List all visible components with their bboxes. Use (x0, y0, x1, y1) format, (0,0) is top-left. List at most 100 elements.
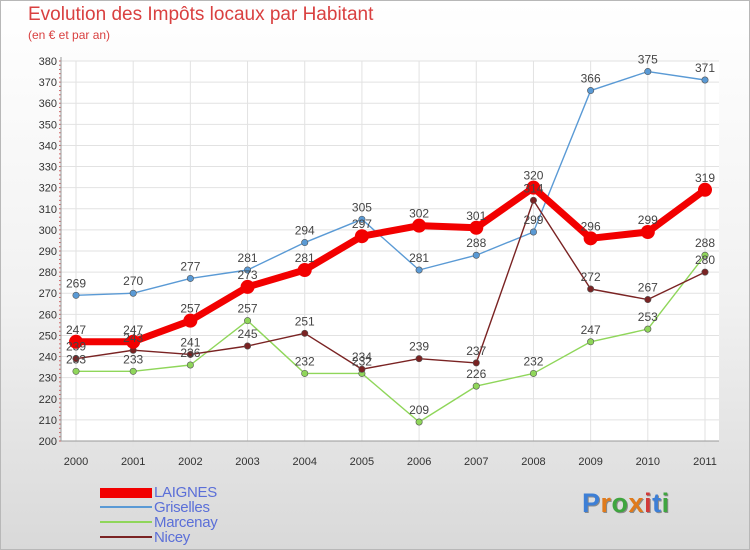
data-label-marcenay: 232 (295, 354, 315, 368)
data-label-laignes: 297 (352, 217, 372, 231)
y-tick-label: 220 (39, 394, 57, 406)
y-tick-label: 330 (39, 162, 57, 174)
point-griselles (701, 76, 709, 84)
data-label-griselles: 277 (180, 259, 200, 273)
y-tick-label: 380 (39, 56, 57, 68)
data-label-nicey: 239 (66, 340, 86, 354)
data-label-marcenay: 247 (581, 323, 601, 337)
point-nicey (644, 296, 652, 304)
data-label-laignes: 302 (409, 207, 429, 221)
data-label-laignes: 257 (180, 302, 200, 316)
point-nicey (472, 359, 480, 367)
y-tick-label: 260 (39, 309, 57, 321)
data-label-marcenay: 209 (409, 403, 429, 417)
point-griselles (529, 228, 537, 236)
data-label-nicey: 241 (180, 335, 200, 349)
point-marcenay (472, 382, 480, 390)
x-tick-label: 2004 (292, 456, 316, 468)
point-laignes (583, 231, 598, 246)
y-tick-label: 240 (39, 352, 57, 364)
point-marcenay (644, 325, 652, 333)
point-marcenay (415, 418, 423, 426)
data-label-griselles: 299 (523, 213, 543, 227)
data-label-nicey: 243 (123, 331, 143, 345)
point-marcenay (701, 251, 709, 259)
data-label-nicey: 314 (523, 181, 543, 195)
proxiti-logo: Proxiti (582, 488, 670, 519)
point-marcenay (587, 338, 595, 346)
point-marcenay (529, 369, 537, 377)
legend-label-griselles: Griselles (154, 499, 210, 516)
logo-letter: i (644, 488, 653, 518)
data-label-laignes: 247 (66, 323, 86, 337)
series-line-griselles (75, 70, 706, 297)
series-line-marcenay (75, 254, 706, 423)
data-label-laignes: 247 (123, 323, 143, 337)
data-label-griselles: 281 (238, 251, 258, 265)
logo-letter: x (628, 488, 645, 518)
data-label-griselles: 366 (581, 72, 601, 86)
point-griselles (587, 87, 595, 95)
point-nicey (244, 342, 252, 350)
data-label-laignes: 299 (638, 213, 658, 227)
point-laignes (354, 229, 369, 244)
data-label-nicey: 237 (466, 344, 486, 358)
point-laignes (126, 334, 141, 349)
point-nicey (701, 268, 709, 276)
point-laignes (297, 263, 312, 277)
point-griselles (72, 291, 80, 299)
y-tick-label: 300 (39, 225, 57, 237)
point-marcenay (244, 317, 252, 325)
chart-subtitle: (en € et par an) (28, 28, 111, 42)
data-label-marcenay: 233 (66, 352, 86, 366)
data-label-marcenay: 236 (180, 346, 200, 360)
data-label-laignes: 281 (295, 251, 315, 265)
point-nicey (415, 355, 423, 363)
y-tick-label: 340 (39, 140, 57, 152)
x-tick-label: 2002 (178, 456, 202, 468)
data-label-griselles: 269 (66, 276, 86, 290)
legend-swatch-marcenay (100, 521, 152, 523)
data-label-nicey: 234 (352, 350, 372, 364)
point-griselles (244, 266, 252, 274)
point-laignes (69, 334, 83, 349)
series-line-nicey (75, 199, 706, 370)
point-laignes (469, 220, 484, 235)
data-label-nicey: 251 (295, 314, 315, 328)
data-label-griselles: 281 (409, 251, 429, 265)
point-laignes (698, 182, 712, 197)
point-laignes (412, 218, 427, 233)
data-label-marcenay: 257 (238, 302, 258, 316)
point-griselles (644, 68, 652, 76)
y-tick-label: 230 (39, 373, 57, 385)
point-laignes (526, 180, 541, 195)
data-label-marcenay: 232 (523, 354, 543, 368)
data-label-laignes: 301 (466, 209, 486, 223)
data-label-laignes: 319 (695, 171, 715, 185)
data-label-marcenay: 233 (123, 352, 143, 366)
point-griselles (472, 251, 480, 259)
x-tick-label: 2007 (464, 456, 488, 468)
x-tick-label: 2005 (350, 456, 374, 468)
y-tick-label: 310 (39, 204, 57, 216)
legend-swatch-griselles (100, 506, 152, 508)
point-griselles (415, 266, 423, 274)
point-griselles (358, 215, 366, 223)
point-griselles (129, 289, 137, 297)
chart-title: Evolution des Impôts locaux par Habitant (28, 4, 374, 25)
y-tick-label: 290 (39, 246, 57, 258)
data-label-nicey: 245 (238, 327, 258, 341)
data-label-marcenay: 232 (352, 354, 372, 368)
y-tick-label: 350 (39, 119, 57, 131)
data-label-griselles: 375 (638, 53, 658, 67)
legend-swatch-nicey (100, 536, 152, 538)
point-nicey (301, 329, 309, 337)
point-griselles (186, 274, 194, 282)
x-tick-label: 2006 (407, 456, 431, 468)
point-marcenay (72, 367, 80, 375)
data-label-laignes: 320 (523, 169, 543, 183)
y-tick-label: 360 (39, 98, 57, 110)
y-tick-label: 210 (39, 415, 57, 427)
y-tick-label: 270 (39, 288, 57, 300)
